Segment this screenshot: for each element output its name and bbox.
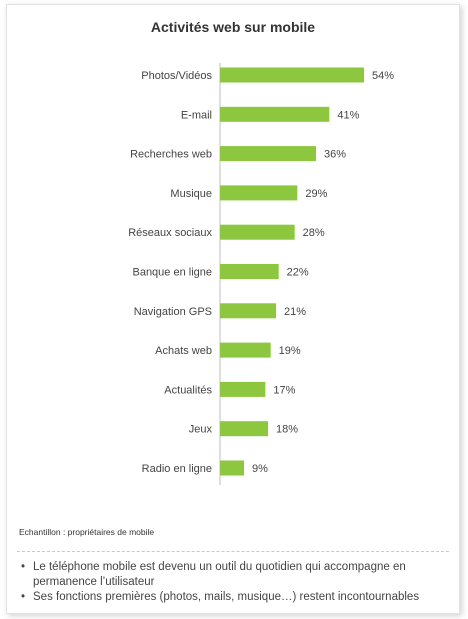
bar: [220, 67, 364, 83]
bar-chart: Photos/Vidéos 54% E-mail 41% Recherches web 3…: [128, 63, 394, 485]
footer-separator: [17, 551, 449, 552]
value-label: 19%: [279, 345, 301, 357]
category-label: Recherches web: [130, 149, 212, 161]
value-label: 17%: [273, 384, 295, 396]
bar: [220, 303, 276, 319]
category-label: Musique: [170, 188, 212, 200]
category-label: Navigation GPS: [134, 306, 212, 318]
category-label: E-mail: [181, 109, 212, 121]
bullet-marker: •: [21, 561, 26, 573]
value-label: 36%: [324, 149, 346, 161]
bullet-item: • Le téléphone mobile est devenu un outi…: [21, 560, 453, 590]
value-label: 21%: [284, 306, 306, 318]
value-label: 9%: [252, 463, 268, 475]
value-label: 41%: [337, 109, 359, 121]
bullet-item: • Ses fonctions premières (photos, mails…: [21, 590, 453, 605]
category-label: Jeux: [189, 424, 213, 436]
chart-title: Activités web sur mobile: [150, 19, 316, 35]
bullet-marker: •: [21, 591, 26, 603]
bar: [220, 224, 295, 240]
value-label: 28%: [303, 227, 325, 239]
bar: [220, 106, 330, 122]
bar: [220, 185, 298, 201]
footer-bullets: • Le téléphone mobile est devenu un outi…: [21, 560, 453, 605]
category-label: Radio en ligne: [142, 463, 212, 475]
value-label: 18%: [276, 424, 298, 436]
value-label: 54%: [372, 70, 394, 82]
category-label: Photos/Vidéos: [141, 70, 212, 82]
bar: [220, 381, 266, 397]
category-label: Achats web: [155, 345, 212, 357]
category-label: Actualités: [164, 384, 212, 396]
bullet-text: Ses fonctions premières (photos, mails, …: [33, 591, 420, 603]
bar: [220, 342, 271, 358]
bullet-text: Le téléphone mobile est devenu un outil …: [33, 561, 406, 588]
bar: [220, 460, 244, 476]
category-label: Banque en ligne: [132, 267, 212, 279]
chart-card: Activités web sur mobile Photos/Vidéos 54…: [6, 4, 460, 614]
category-label: Réseaux sociaux: [128, 227, 212, 239]
bar: [220, 421, 268, 437]
bar: [220, 264, 279, 279]
sample-note: Echantillon : propriétaires de mobile: [19, 527, 155, 537]
value-label: 22%: [287, 267, 309, 279]
value-label: 29%: [305, 188, 327, 200]
bar: [220, 146, 316, 162]
